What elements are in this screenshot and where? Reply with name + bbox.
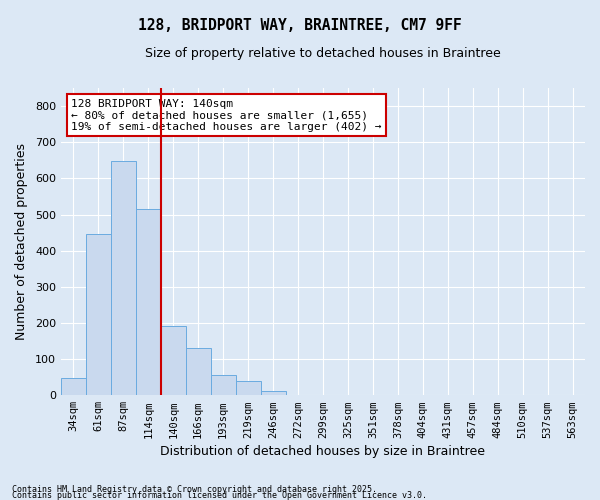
Title: Size of property relative to detached houses in Braintree: Size of property relative to detached ho… xyxy=(145,48,501,60)
Text: Contains HM Land Registry data © Crown copyright and database right 2025.: Contains HM Land Registry data © Crown c… xyxy=(12,484,377,494)
Bar xyxy=(211,374,236,395)
Y-axis label: Number of detached properties: Number of detached properties xyxy=(15,143,28,340)
Bar xyxy=(236,380,260,395)
Text: 128 BRIDPORT WAY: 140sqm
← 80% of detached houses are smaller (1,655)
19% of sem: 128 BRIDPORT WAY: 140sqm ← 80% of detach… xyxy=(71,99,382,132)
Bar xyxy=(61,378,86,395)
Text: Contains public sector information licensed under the Open Government Licence v3: Contains public sector information licen… xyxy=(12,490,427,500)
Bar xyxy=(86,234,111,395)
Bar xyxy=(260,391,286,395)
X-axis label: Distribution of detached houses by size in Braintree: Distribution of detached houses by size … xyxy=(160,444,485,458)
Bar xyxy=(111,161,136,395)
Bar xyxy=(161,326,186,395)
Bar xyxy=(136,209,161,395)
Text: 128, BRIDPORT WAY, BRAINTREE, CM7 9FF: 128, BRIDPORT WAY, BRAINTREE, CM7 9FF xyxy=(138,18,462,32)
Bar xyxy=(186,348,211,395)
